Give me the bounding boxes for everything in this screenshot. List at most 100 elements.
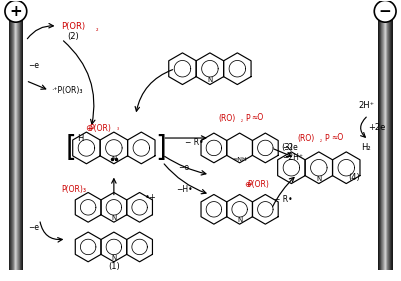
Bar — [20, 11, 21, 270]
Text: ₂: ₂ — [241, 118, 243, 123]
Text: 2H⁺: 2H⁺ — [358, 101, 375, 110]
Text: P(OR): P(OR) — [247, 180, 269, 189]
Text: −e: −e — [28, 61, 39, 70]
Bar — [378, 11, 379, 270]
Text: (1): (1) — [108, 262, 120, 271]
Bar — [387, 11, 389, 270]
Text: P(OR)₃: P(OR)₃ — [61, 185, 86, 194]
Bar — [18, 11, 19, 270]
Bar — [379, 11, 380, 270]
Bar — [387, 11, 388, 270]
Text: =NH: =NH — [232, 157, 247, 162]
Bar — [381, 11, 383, 270]
Text: N: N — [111, 255, 116, 261]
Text: H: H — [77, 133, 83, 142]
Text: N: N — [111, 156, 116, 162]
Bar — [384, 11, 385, 270]
Bar — [14, 11, 15, 270]
Bar — [382, 11, 383, 270]
Text: N: N — [207, 77, 213, 83]
Text: N: N — [316, 176, 322, 182]
Text: (RO): (RO) — [219, 114, 236, 123]
Text: P(OR): P(OR) — [89, 124, 111, 133]
Text: −: − — [379, 4, 391, 19]
Bar — [10, 11, 11, 270]
Bar — [16, 11, 17, 270]
Text: − R•: − R• — [185, 139, 204, 148]
Bar — [19, 11, 20, 270]
Bar — [21, 11, 22, 270]
Text: −2e: −2e — [282, 143, 298, 152]
Text: (3): (3) — [281, 143, 293, 152]
Bar — [13, 11, 14, 270]
Text: (RO): (RO) — [298, 133, 315, 142]
Bar — [12, 11, 13, 270]
Bar — [22, 11, 23, 270]
Text: (2): (2) — [67, 31, 79, 40]
Bar — [9, 11, 10, 270]
Bar — [389, 11, 390, 270]
Bar — [383, 11, 384, 270]
Bar — [389, 11, 390, 270]
Text: ]: ] — [155, 134, 166, 162]
Bar — [388, 11, 389, 270]
Bar — [380, 11, 381, 270]
Bar — [385, 11, 386, 270]
Bar — [14, 11, 15, 270]
Circle shape — [5, 0, 27, 22]
Bar — [384, 11, 385, 270]
Bar — [386, 11, 387, 270]
Text: ≈O: ≈O — [331, 133, 343, 142]
Bar — [16, 11, 17, 270]
Bar — [9, 11, 10, 270]
Bar — [386, 11, 387, 270]
Text: ₂: ₂ — [320, 137, 322, 142]
Text: −e: −e — [28, 223, 39, 232]
Bar — [390, 11, 391, 270]
Bar — [11, 11, 12, 270]
Bar — [11, 11, 12, 270]
Bar — [10, 11, 11, 270]
Text: +: + — [10, 4, 22, 19]
Bar — [383, 11, 384, 270]
Bar — [12, 11, 14, 270]
Text: −e: −e — [178, 163, 189, 172]
Text: ·⁺P(OR)₃: ·⁺P(OR)₃ — [51, 86, 83, 95]
Text: ⊕: ⊕ — [85, 124, 93, 133]
Bar — [15, 11, 16, 270]
Bar — [379, 11, 380, 270]
Circle shape — [374, 0, 396, 22]
Text: N: N — [111, 215, 116, 221]
Bar — [15, 11, 16, 270]
Text: ≈O: ≈O — [251, 113, 264, 122]
Bar — [18, 11, 20, 270]
Text: −2H⁺: −2H⁺ — [282, 153, 303, 162]
Bar — [385, 11, 386, 270]
Text: P: P — [324, 133, 329, 142]
Text: •+: •+ — [145, 193, 156, 202]
Bar — [21, 11, 22, 270]
Text: [: [ — [66, 134, 77, 162]
Bar — [22, 11, 23, 270]
Bar — [20, 11, 21, 270]
Bar — [392, 11, 393, 270]
Bar — [12, 11, 13, 270]
Text: N: N — [237, 217, 242, 223]
Bar — [17, 11, 18, 270]
Text: P(OR): P(OR) — [61, 22, 85, 31]
Text: P: P — [245, 114, 250, 123]
Bar — [380, 11, 381, 270]
Text: H₂: H₂ — [361, 143, 371, 152]
Text: − R•: − R• — [274, 195, 293, 204]
Bar — [17, 11, 18, 270]
Bar — [18, 11, 19, 270]
Text: ₂: ₂ — [96, 27, 99, 31]
Bar — [391, 11, 392, 270]
Text: −H•: −H• — [176, 185, 193, 194]
Text: (4): (4) — [348, 173, 360, 182]
Text: ₃: ₃ — [117, 126, 119, 131]
Bar — [390, 11, 391, 270]
Text: ⊕: ⊕ — [244, 180, 251, 189]
Text: +2e: +2e — [369, 123, 386, 132]
Bar — [381, 11, 382, 270]
